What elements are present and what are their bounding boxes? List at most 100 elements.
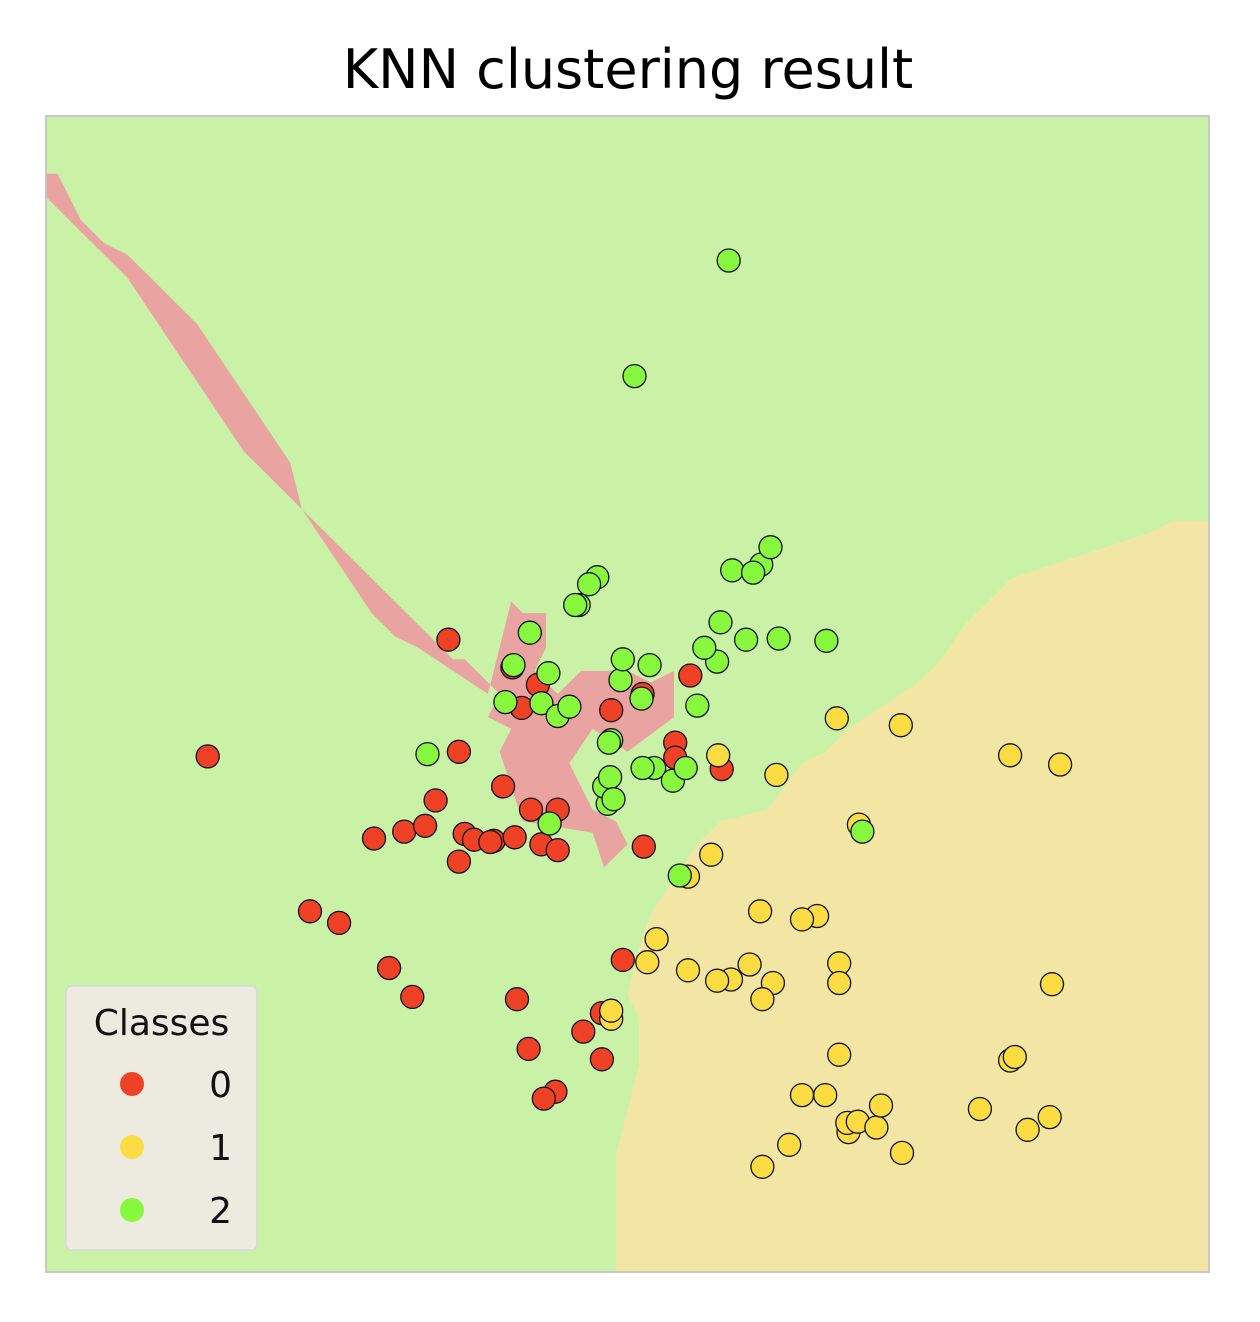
point-class-0 [516, 1036, 541, 1062]
point-class-2 [685, 693, 710, 718]
point-class-0 [446, 739, 472, 764]
point-class-0 [326, 910, 352, 936]
point-class-2 [637, 652, 662, 678]
point-class-2 [716, 248, 741, 273]
legend-title: Classes [94, 1003, 230, 1044]
point-class-2 [692, 635, 717, 660]
point-class-0 [376, 955, 402, 981]
point-class-1 [737, 952, 762, 977]
point-class-0 [531, 1086, 556, 1111]
point-class-2 [608, 667, 633, 693]
point-class-1 [699, 842, 724, 867]
point-class-1 [644, 926, 669, 952]
point-class-2 [529, 691, 554, 716]
point-class-0 [436, 627, 461, 652]
chart-title: KNN clustering result [342, 38, 914, 101]
point-class-0 [446, 849, 472, 874]
point-class-2 [720, 558, 745, 583]
point-class-1 [1037, 1104, 1062, 1130]
point-class-1 [750, 987, 775, 1012]
scatter-points [195, 248, 1073, 1179]
point-class-0 [392, 819, 417, 844]
point-class-1 [813, 1082, 838, 1108]
point-class-0 [297, 899, 323, 924]
point-class-2 [597, 765, 623, 790]
legend-label-2: 2 [209, 1191, 232, 1232]
point-class-2 [557, 694, 582, 719]
legend-marker-1 [120, 1135, 144, 1159]
legend: Classes 0 1 2 [65, 985, 258, 1251]
point-class-1 [997, 743, 1023, 768]
point-class-1 [1002, 1044, 1027, 1070]
point-class-2 [536, 661, 561, 686]
point-class-2 [601, 787, 626, 812]
point-class-1 [868, 1093, 894, 1118]
point-class-2 [630, 755, 655, 781]
region-class-1 [615, 520, 1209, 1272]
point-class-2 [622, 363, 647, 389]
point-class-1 [635, 950, 660, 975]
legend-label-1: 1 [209, 1128, 232, 1169]
point-class-0 [423, 788, 448, 813]
point-class-0 [589, 1047, 615, 1072]
point-class-1 [1015, 1117, 1040, 1142]
point-class-1 [967, 1096, 993, 1122]
point-class-0 [412, 813, 438, 838]
point-class-2 [708, 610, 733, 635]
point-class-1 [824, 706, 849, 731]
point-class-0 [631, 834, 656, 859]
point-class-2 [415, 741, 440, 767]
point-class-1 [747, 899, 773, 924]
point-class-0 [490, 774, 516, 799]
point-class-0 [678, 663, 703, 688]
point-class-0 [361, 826, 387, 851]
point-class-2 [850, 819, 875, 844]
point-class-2 [629, 686, 654, 711]
legend-label-0: 0 [209, 1065, 232, 1106]
point-class-1 [888, 713, 913, 738]
point-class-1 [750, 1154, 775, 1179]
point-class-2 [610, 647, 635, 672]
point-class-1 [864, 1115, 889, 1140]
point-class-2 [537, 811, 562, 836]
point-class-0 [571, 1019, 596, 1044]
axes-frame [45, 115, 1210, 1273]
point-class-1 [1039, 972, 1065, 997]
point-class-1 [706, 743, 731, 768]
point-class-1 [1047, 752, 1073, 777]
point-class-1 [827, 970, 852, 996]
point-class-2 [758, 535, 783, 560]
point-class-1 [675, 958, 701, 983]
point-class-2 [733, 627, 759, 652]
point-class-1 [789, 907, 815, 932]
point-class-1 [704, 968, 730, 993]
legend-box [65, 985, 258, 1251]
point-class-2 [563, 592, 588, 618]
point-class-0 [599, 698, 624, 723]
point-class-2 [814, 628, 839, 653]
point-class-2 [673, 755, 698, 781]
point-class-0 [545, 837, 570, 863]
point-class-0 [518, 797, 544, 822]
point-class-2 [493, 689, 518, 715]
point-class-0 [478, 829, 503, 855]
legend-marker-2 [120, 1198, 144, 1222]
point-class-2 [596, 730, 622, 755]
point-class-2 [766, 626, 791, 651]
point-class-1 [889, 1140, 915, 1166]
point-class-1 [764, 762, 789, 788]
point-class-2 [740, 560, 766, 585]
point-class-0 [195, 744, 220, 769]
point-class-1 [777, 1132, 802, 1157]
point-class-0 [400, 984, 425, 1010]
point-class-2 [517, 620, 542, 645]
legend-marker-0 [120, 1072, 144, 1096]
point-class-0 [502, 825, 527, 850]
point-class-1 [599, 998, 624, 1023]
point-class-2 [501, 652, 526, 678]
point-class-0 [610, 947, 635, 973]
point-class-2 [667, 863, 692, 888]
point-class-2 [576, 572, 602, 597]
point-class-1 [789, 1082, 815, 1108]
